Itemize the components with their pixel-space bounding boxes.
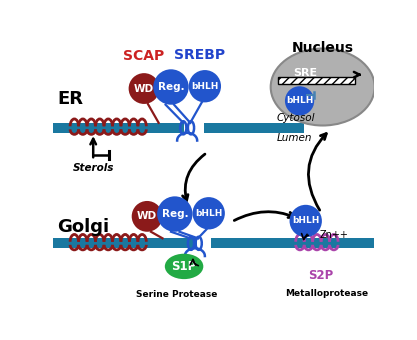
Ellipse shape [271,49,374,125]
FancyBboxPatch shape [204,123,304,133]
Text: Sterols: Sterols [73,163,114,173]
Text: SRE: SRE [293,68,317,78]
Text: Lumen: Lumen [276,133,312,143]
Text: bHLH: bHLH [286,96,313,105]
FancyBboxPatch shape [53,123,70,133]
Text: WD: WD [134,84,154,94]
Text: Cytosol: Cytosol [276,113,315,123]
Circle shape [157,196,193,232]
Text: SCAP: SCAP [123,49,165,63]
Text: Golgi: Golgi [57,218,109,236]
Text: SREBP: SREBP [174,48,225,62]
Circle shape [128,73,159,104]
Circle shape [193,197,225,230]
Text: bHLH: bHLH [195,209,222,218]
FancyBboxPatch shape [70,238,197,248]
Text: bHLH: bHLH [191,82,219,91]
Text: ER: ER [57,89,83,107]
Circle shape [285,86,314,116]
Circle shape [153,69,188,105]
Circle shape [132,201,163,232]
Text: S2P: S2P [309,269,334,282]
Ellipse shape [165,254,203,279]
FancyBboxPatch shape [53,238,70,248]
Circle shape [289,205,322,237]
FancyBboxPatch shape [70,123,184,133]
Text: bHLH: bHLH [292,217,319,225]
Text: Nucleus: Nucleus [291,41,354,55]
Text: WD: WD [137,211,157,221]
Text: Zn++: Zn++ [320,230,349,240]
Text: Metalloprotease: Metalloprotease [285,289,368,298]
Text: Reg.: Reg. [161,209,188,219]
FancyBboxPatch shape [278,77,355,84]
FancyBboxPatch shape [211,238,374,248]
Text: Reg.: Reg. [158,82,184,92]
Text: Serine Protease: Serine Protease [136,290,217,300]
Text: S1P: S1P [171,260,197,273]
Circle shape [188,70,221,102]
